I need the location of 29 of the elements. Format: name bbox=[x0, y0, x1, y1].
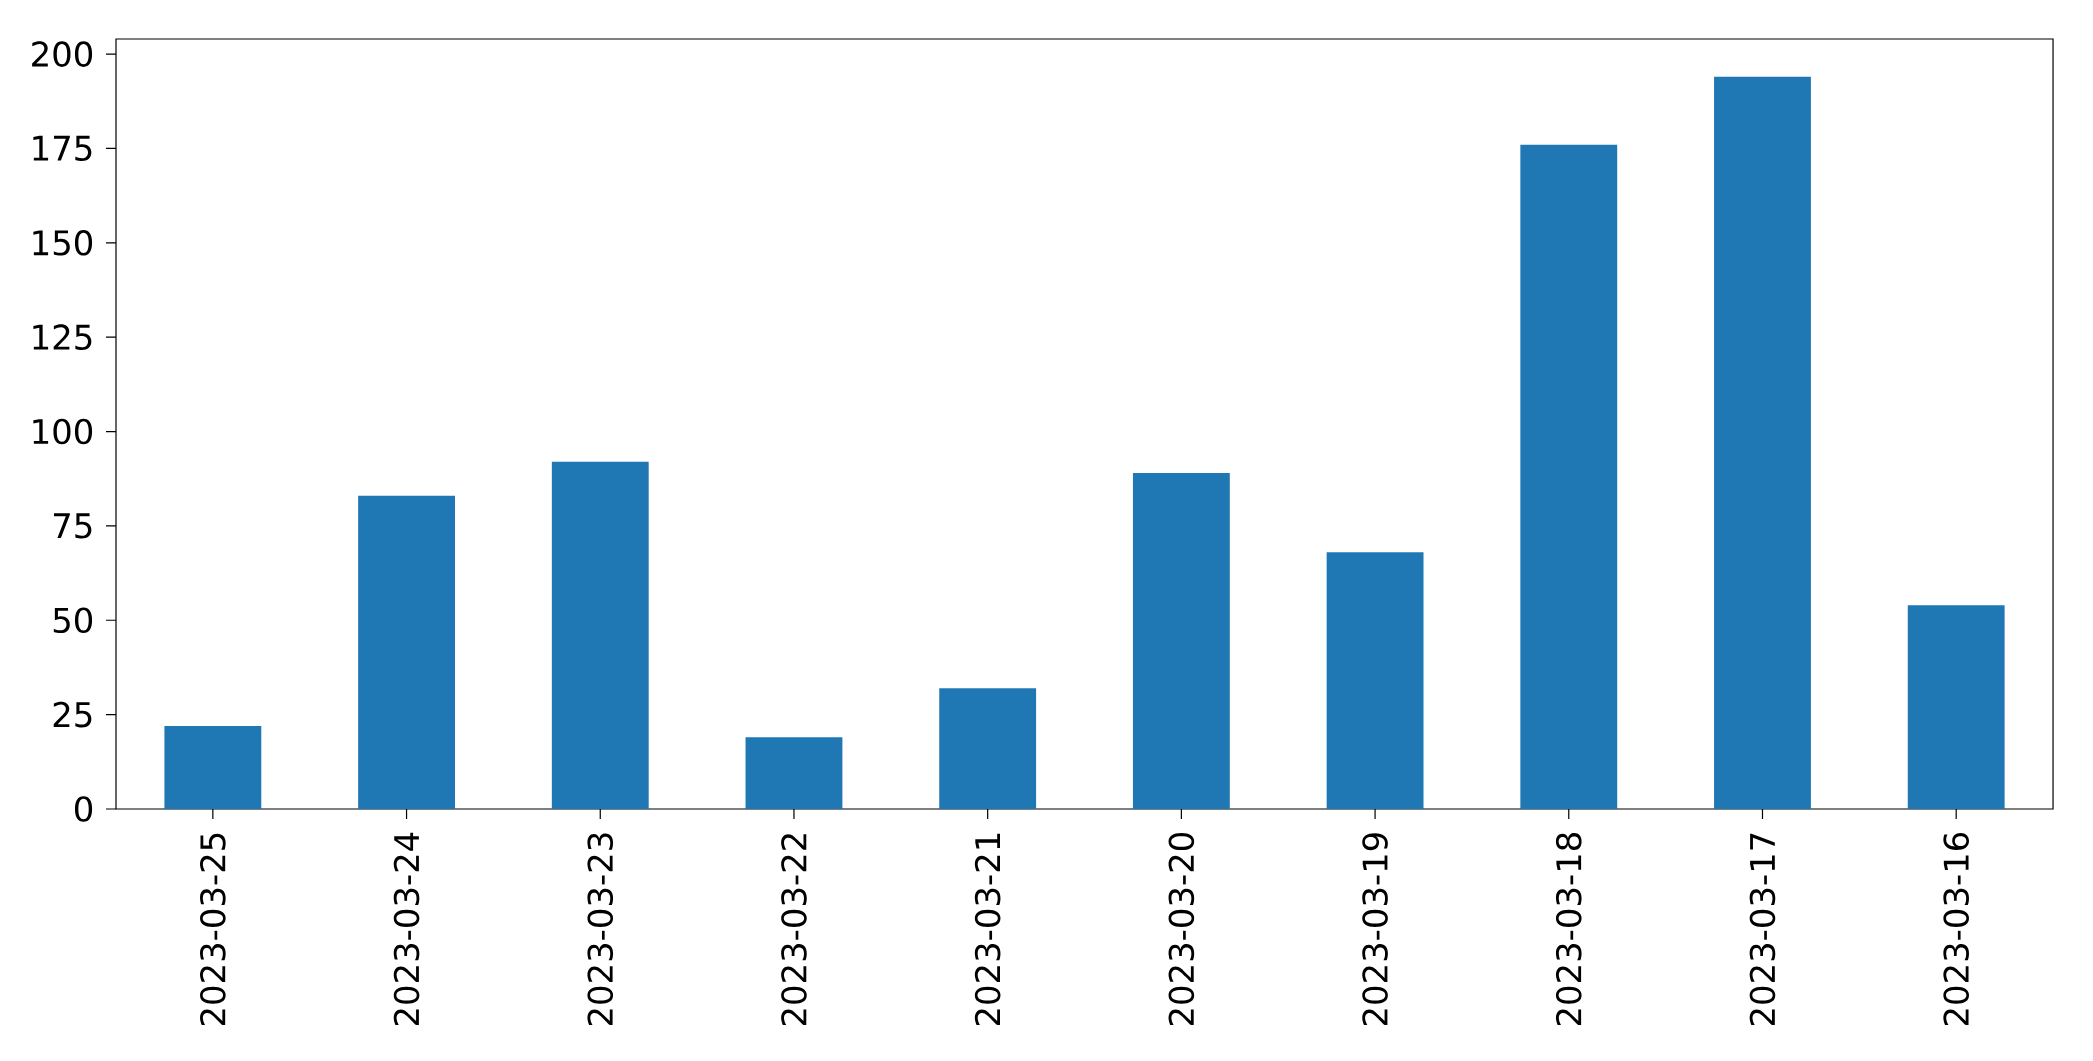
bar bbox=[939, 688, 1037, 809]
x-tick-label: 2023-03-23 bbox=[587, 833, 614, 1026]
y-tick-label: 200 bbox=[32, 41, 93, 67]
bar bbox=[164, 725, 262, 809]
bar bbox=[1714, 76, 1811, 809]
bar bbox=[1907, 605, 2005, 809]
bar bbox=[551, 461, 649, 809]
x-tick-label: 2023-03-25 bbox=[200, 833, 226, 1026]
y-tick-label: 125 bbox=[33, 324, 92, 350]
x-tick-label: 2023-03-22 bbox=[781, 834, 807, 1026]
bar bbox=[1326, 552, 1424, 809]
x-tick-label: 2023-03-21 bbox=[974, 833, 1001, 1026]
x-tick-label: 2023-03-16 bbox=[1943, 832, 1969, 1026]
y-tick-label: 100 bbox=[33, 418, 93, 445]
bar bbox=[1520, 144, 1618, 809]
y-tick-label: 75 bbox=[53, 513, 92, 539]
x-tick-label: 2023-03-17 bbox=[1749, 833, 1776, 1026]
bar bbox=[1132, 473, 1230, 809]
y-tick-label: 150 bbox=[33, 229, 93, 256]
x-tick-label: 2023-03-24 bbox=[393, 832, 420, 1026]
bar bbox=[358, 495, 455, 809]
x-tick-label: 2023-03-19 bbox=[1362, 833, 1388, 1026]
x-tick-label: 2023-03-18 bbox=[1555, 833, 1582, 1026]
y-tick-label: 50 bbox=[53, 607, 93, 634]
y-tick-label: 25 bbox=[53, 701, 92, 728]
y-tick-label: 0 bbox=[74, 796, 93, 822]
x-tick-label: 2023-03-20 bbox=[1168, 832, 1195, 1026]
y-tick-label: 175 bbox=[33, 135, 92, 162]
bar bbox=[745, 737, 843, 809]
